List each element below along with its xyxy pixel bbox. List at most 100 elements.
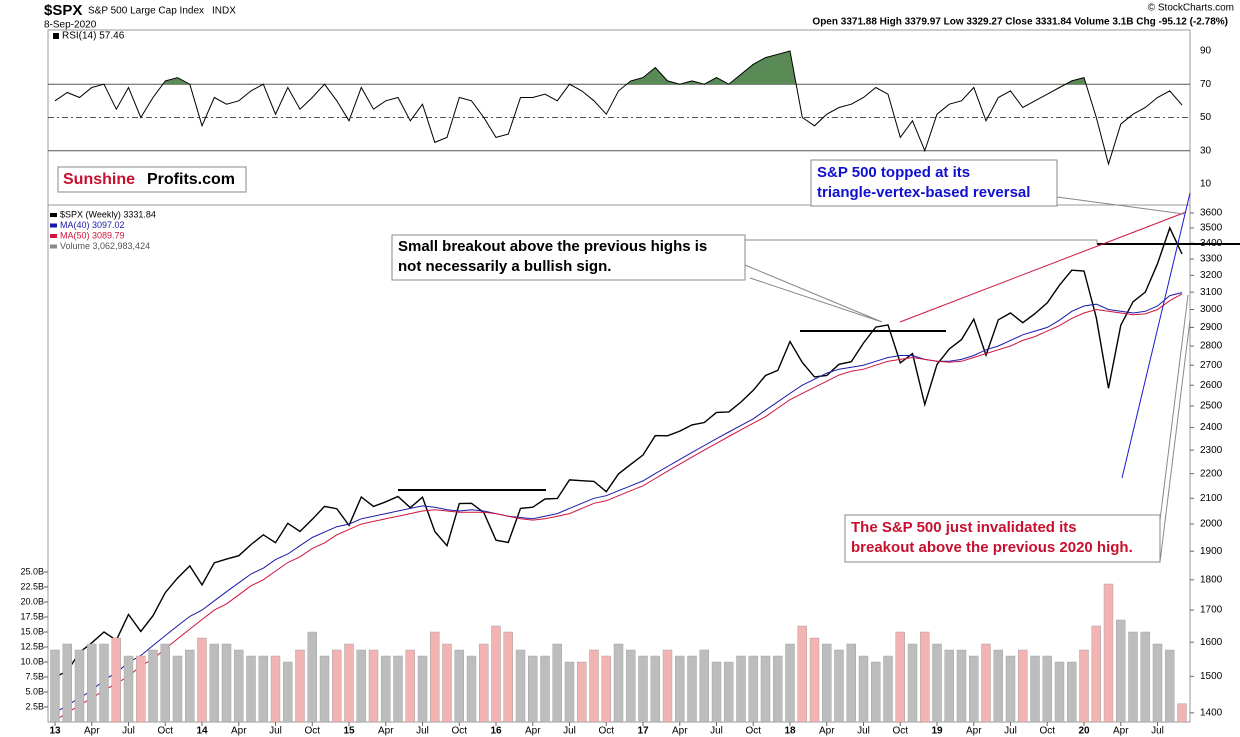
x-tick-label: Oct: [1039, 726, 1055, 737]
moving-average: [54, 292, 1183, 714]
volume-bar: [1140, 631, 1150, 723]
x-tick-label: Jul: [122, 726, 135, 737]
volume-bar: [160, 643, 170, 723]
volume-bar: [442, 643, 452, 723]
volume-bar: [123, 655, 134, 723]
x-tick-label: 13: [49, 726, 61, 737]
x-tick-label: Apr: [966, 726, 982, 737]
annotation: triangle-vertex-based reversal: [817, 184, 1030, 201]
volume-bar: [209, 643, 219, 723]
rsi-tick-label: 30: [1200, 145, 1212, 156]
x-tick-label: Apr: [819, 726, 835, 737]
legend-label: MA(50) 3089.79: [60, 230, 125, 240]
y2-tick-label: 10.0B: [20, 656, 44, 666]
volume-bar: [944, 649, 954, 723]
legend-swatch: [50, 234, 57, 238]
volume-bar: [920, 631, 930, 723]
y2-tick-label: 2.5B: [25, 701, 44, 711]
x-tick-label: Oct: [451, 726, 467, 737]
annotation-box: [391, 234, 746, 281]
volume-bar: [601, 655, 611, 723]
volume-bar: [258, 655, 268, 723]
volume-bar: [111, 637, 121, 723]
volume-bar: [687, 655, 697, 723]
volume-bar: [295, 649, 305, 723]
volume-bar: [1091, 625, 1101, 723]
volume-bar: [270, 655, 281, 723]
volume-bar: [1152, 643, 1163, 723]
volume-bar: [846, 643, 856, 723]
x-tick-label: 20: [1078, 726, 1090, 737]
x-tick-label: Apr: [378, 726, 394, 737]
volume-bar: [748, 655, 758, 723]
rsi-legend-swatch: [53, 33, 59, 39]
x-tick-label: Apr: [84, 726, 100, 737]
symbol: $SPX: [44, 2, 82, 19]
volume-bar: [307, 631, 317, 723]
annotation-box: [844, 514, 1161, 563]
legend-swatch: [50, 213, 57, 217]
volume-bar: [430, 631, 440, 723]
volume-bar: [626, 649, 636, 723]
x-tick-label: Apr: [231, 726, 247, 737]
x-tick-label: Apr: [672, 726, 688, 737]
x-tick-label: Oct: [304, 726, 320, 737]
rsi-legend: RSI(14) 57.46: [62, 31, 125, 42]
volume-bar: [736, 655, 746, 723]
x-tick-label: Jul: [269, 726, 282, 737]
y-tick-label: 1400: [1200, 707, 1223, 718]
trend-line: [899, 211, 1187, 323]
leader-line: [744, 264, 883, 323]
x-tick-label: Apr: [1113, 726, 1129, 737]
logo-part: Profits.com: [147, 171, 235, 188]
volume-bar: [515, 649, 526, 723]
volume-bar: [1030, 655, 1040, 723]
x-tick-label: Jul: [1004, 726, 1017, 737]
x-tick-label: 19: [931, 726, 943, 737]
volume-bar: [564, 661, 575, 723]
x-tick-label: Oct: [157, 726, 173, 737]
x-tick-label: 18: [784, 726, 796, 737]
y-tick-label: 3300: [1200, 254, 1223, 265]
y2-tick-label: 15.0B: [20, 626, 44, 636]
legend-label: MA(40) 3097.02: [60, 220, 125, 230]
leader-line: [1056, 196, 1185, 215]
x-tick-label: 14: [196, 726, 208, 737]
volume-bar: [381, 655, 391, 723]
volume-bar: [1165, 649, 1175, 723]
volume-bar: [136, 655, 146, 723]
volume-bar: [822, 643, 832, 723]
volume-bar: [932, 643, 942, 723]
volume-bar: [197, 637, 207, 723]
volume-bar: [552, 643, 562, 723]
annotation: The S&P 500 just invalidated its: [851, 519, 1077, 536]
volume-bar: [969, 655, 979, 723]
volume-bar: [834, 649, 844, 723]
volume-bar: [883, 655, 893, 723]
y-tick-label: 1700: [1200, 605, 1223, 616]
volume-bar: [638, 655, 648, 723]
volume-bar: [1067, 661, 1077, 723]
y-tick-label: 2700: [1200, 360, 1223, 371]
source: © StockCharts.com: [1148, 3, 1234, 14]
index-name: S&P 500 Large Cap Index: [88, 6, 204, 17]
volume-bar: [332, 649, 342, 723]
x-tick-label: Jul: [1151, 726, 1164, 737]
moving-average: [54, 293, 1183, 721]
rsi-tick-label: 50: [1200, 112, 1212, 123]
volume-bar: [773, 655, 783, 723]
volume-bar: [1005, 655, 1016, 723]
volume-bar: [62, 643, 72, 723]
volume-bar: [907, 643, 918, 723]
volume-bar: [319, 655, 330, 723]
x-tick-label: Jul: [857, 726, 870, 737]
y2-tick-label: 7.5B: [25, 671, 44, 681]
volume-bar: [479, 643, 489, 723]
legend-label: $SPX (Weekly) 3331.84: [60, 209, 156, 219]
y2-tick-label: 17.5B: [20, 611, 44, 621]
volume-bar: [1018, 649, 1028, 723]
volume-bar: [393, 655, 403, 723]
volume-bar: [344, 643, 354, 723]
volume-bar: [368, 649, 379, 723]
volume-bar: [760, 655, 771, 723]
